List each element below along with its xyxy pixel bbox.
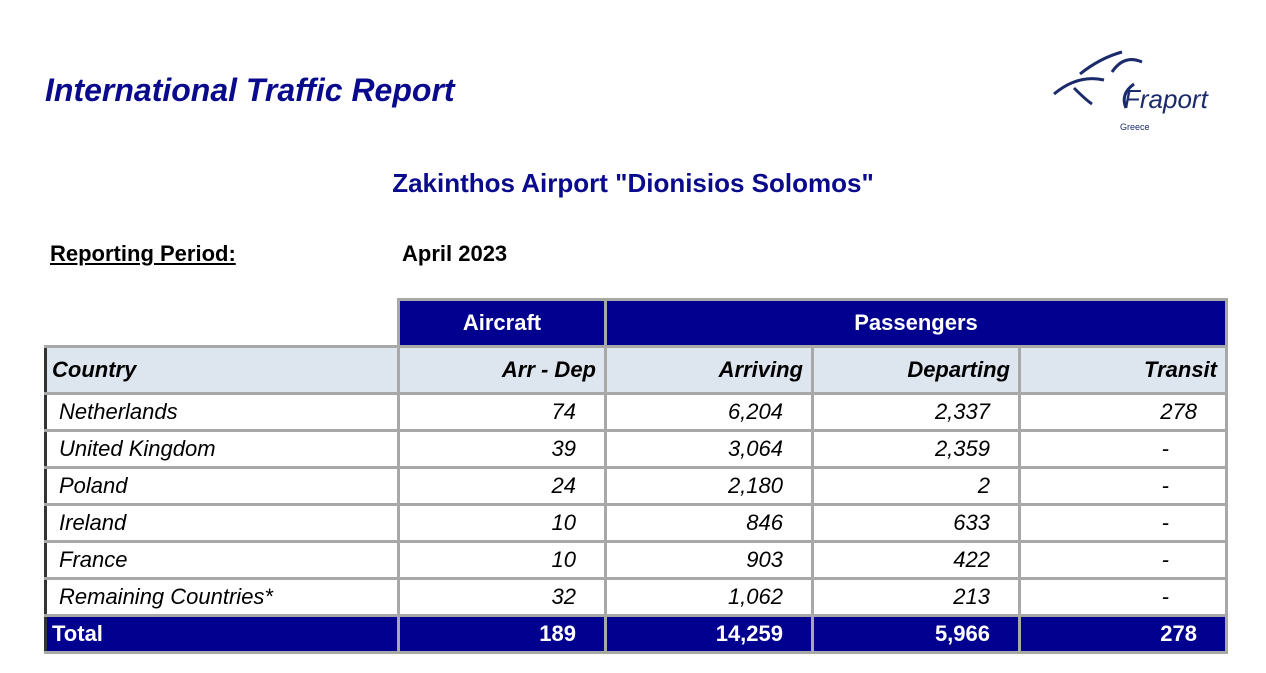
cell-departing: 633 (811, 503, 1021, 543)
reporting-period-label: Reporting Period: (50, 241, 236, 266)
table-row: Netherlands 74 6,204 2,337 278 (44, 392, 1228, 432)
reporting-period-value: April 2023 (402, 241, 508, 266)
traffic-table: Aircraft Passengers Country Arr - Dep Ar… (44, 298, 1228, 654)
column-header-row: Country Arr - Dep Arriving Departing Tra… (44, 345, 1228, 395)
cell-arriving: 1,062 (604, 577, 814, 617)
cell-country: Remaining Countries* (44, 577, 400, 617)
cell-country: Poland (44, 466, 400, 506)
cell-arriving: 2,180 (604, 466, 814, 506)
column-header-departing: Departing (811, 345, 1021, 395)
table-row: France 10 903 422 - (44, 540, 1228, 580)
cell-departing: 213 (811, 577, 1021, 617)
total-arriving: 14,259 (604, 614, 814, 654)
column-header-arr-dep: Arr - Dep (397, 345, 607, 395)
cell-transit: - (1018, 503, 1228, 543)
total-transit: 278 (1018, 614, 1228, 654)
cell-country: Netherlands (44, 392, 400, 432)
group-header-passengers: Passengers (604, 298, 1228, 348)
group-header-row: Aircraft Passengers (45, 298, 1228, 348)
group-header-aircraft: Aircraft (397, 298, 607, 348)
cell-transit: - (1018, 540, 1228, 580)
table-row: Ireland 10 846 633 - (44, 503, 1228, 543)
cell-arriving: 846 (604, 503, 814, 543)
cell-arr-dep: 74 (397, 392, 607, 432)
total-row: Total 189 14,259 5,966 278 (44, 614, 1228, 654)
group-header-spacer (45, 299, 400, 348)
airport-title: Zakinthos Airport "Dionisios Solomos" (392, 168, 874, 198)
cell-arr-dep: 10 (397, 540, 607, 580)
table-row: Remaining Countries* 32 1,062 213 - (44, 577, 1228, 617)
cell-arr-dep: 39 (397, 429, 607, 469)
fraport-logo: Fraport Greece (1050, 44, 1230, 140)
cell-departing: 2,337 (811, 392, 1021, 432)
column-header-transit: Transit (1018, 345, 1228, 395)
cell-departing: 422 (811, 540, 1021, 580)
table-row: Poland 24 2,180 2 - (44, 466, 1228, 506)
cell-arr-dep: 32 (397, 577, 607, 617)
cell-transit: - (1018, 429, 1228, 469)
cell-country: Ireland (44, 503, 400, 543)
cell-arr-dep: 10 (397, 503, 607, 543)
cell-country: United Kingdom (44, 429, 400, 469)
cell-arriving: 903 (604, 540, 814, 580)
table-row: United Kingdom 39 3,064 2,359 - (44, 429, 1228, 469)
cell-departing: 2,359 (811, 429, 1021, 469)
cell-arr-dep: 24 (397, 466, 607, 506)
column-header-country: Country (44, 345, 400, 395)
column-header-arriving: Arriving (604, 345, 814, 395)
total-arr-dep: 189 (397, 614, 607, 654)
logo-region-text: Greece (1120, 122, 1150, 132)
fraport-swoosh-icon: Fraport Greece (1053, 50, 1210, 132)
cell-country: France (44, 540, 400, 580)
cell-transit: 278 (1018, 392, 1228, 432)
cell-departing: 2 (811, 466, 1021, 506)
cell-transit: - (1018, 577, 1228, 617)
logo-brand-text: Fraport (1124, 84, 1210, 114)
total-departing: 5,966 (811, 614, 1021, 654)
report-title: International Traffic Report (45, 72, 455, 108)
total-label: Total (44, 614, 400, 654)
cell-arriving: 6,204 (604, 392, 814, 432)
cell-arriving: 3,064 (604, 429, 814, 469)
cell-transit: - (1018, 466, 1228, 506)
